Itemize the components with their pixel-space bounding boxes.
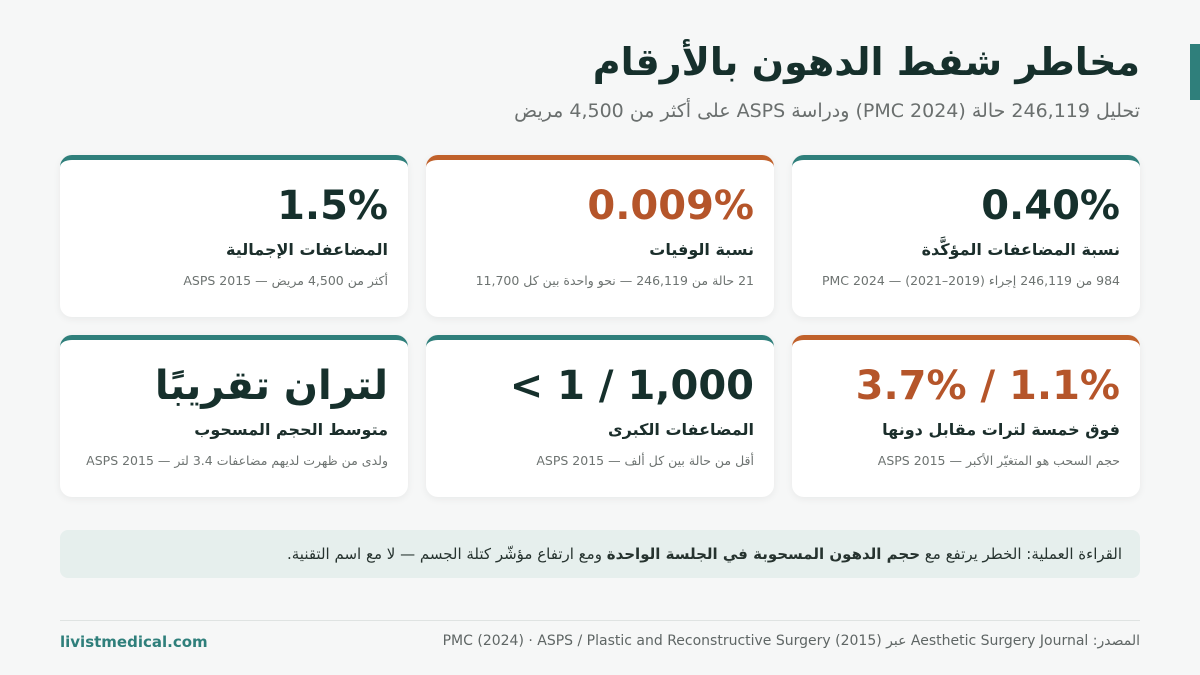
stat-note: 21 حالة من 246,119 — نحو واحدة بين كل 11… xyxy=(475,273,754,288)
stat-card: 0.009% نسبة الوفيات 21 حالة من 246,119 — ن… xyxy=(426,155,774,317)
stat-note: حجم السحب هو المتغيّر الأكبر — ASPS 2015 xyxy=(877,453,1120,468)
subtitle: تحليل 246,119 حالة (PMC 2024) ودراسة ASP… xyxy=(514,100,1140,122)
takeaway: القراءة العملية: الخطر يرتفع مع حجم الده… xyxy=(60,530,1140,578)
stat-label: المضاعفات الكبرى xyxy=(607,420,754,439)
stat-label: متوسط الحجم المسحوب xyxy=(194,420,388,439)
stat-card: 0.40% نسبة المضاعفات المؤكَّدة 984 من 246,… xyxy=(792,155,1140,317)
stat-note: ولدى من ظهرت لديهم مضاعفات 3.4 لتر — ASP… xyxy=(86,453,388,468)
takeaway-text: ومع ارتفاع مؤشّر كتلة الجسم — لا مع اسم … xyxy=(286,545,607,563)
stat-value: 0.009% xyxy=(587,183,754,229)
source: المصدر: Aesthetic Surgery Journal عبر PM… xyxy=(442,633,1140,649)
takeaway-bold: حجم الدهون المسحوبة في الجلسة الواحدة xyxy=(606,545,921,563)
stat-note: أقل من حالة بين كل ألف — ASPS 2015 xyxy=(536,453,754,468)
title: مخاطر شفط الدهون بالأرقام xyxy=(592,40,1140,84)
stat-label: نسبة المضاعفات المؤكَّدة xyxy=(921,240,1120,259)
stat-value: 0.40% xyxy=(981,183,1120,229)
stat-label: نسبة الوفيات xyxy=(649,240,754,259)
stat-card: 3.7% / 1.1% فوق خمسة لترات مقابل دونها حجم… xyxy=(792,335,1140,497)
stat-card: < 1 / 1,000 المضاعفات الكبرى أقل من حالة ب… xyxy=(426,335,774,497)
stat-value: 3.7% / 1.1% xyxy=(855,363,1120,409)
stat-value: < 1 / 1,000 xyxy=(509,363,754,409)
accent-bar xyxy=(1190,44,1200,100)
takeaway-text: القراءة العملية: الخطر يرتفع مع xyxy=(920,545,1122,563)
brand: livistmedical.com xyxy=(60,633,208,651)
stat-label: فوق خمسة لترات مقابل دونها xyxy=(882,420,1120,439)
stat-card: لتران تقريبًا متوسط الحجم المسحوب ولدى من … xyxy=(60,335,408,497)
stat-value: 1.5% xyxy=(277,183,388,229)
card-grid: 0.40% نسبة المضاعفات المؤكَّدة 984 من 246,… xyxy=(60,155,1140,497)
stat-note: 984 من 246,119 إجراء (2019–2021) — PMC 2… xyxy=(821,273,1120,288)
divider xyxy=(60,620,1140,621)
stat-note: أكثر من 4,500 مريض — ASPS 2015 xyxy=(183,273,388,288)
stat-value: لتران تقريبًا xyxy=(154,363,388,409)
stat-card: 1.5% المضاعفات الإجمالية أكثر من 4,500 مري… xyxy=(60,155,408,317)
stat-label: المضاعفات الإجمالية xyxy=(226,240,388,259)
